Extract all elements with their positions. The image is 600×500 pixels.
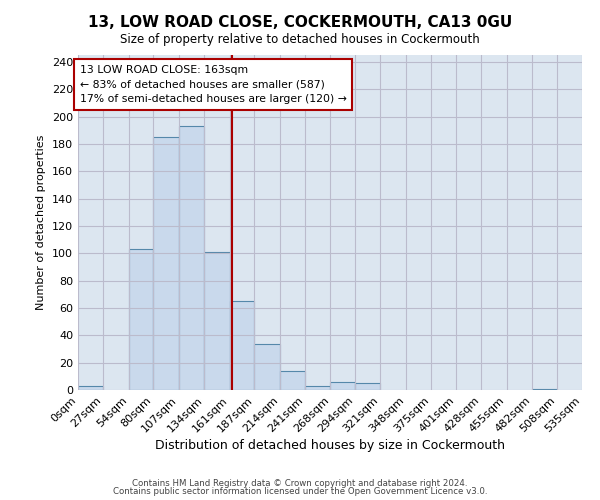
Bar (532, 388, 557, 390)
Text: Size of property relative to detached houses in Cockermouth: Size of property relative to detached ho… (120, 32, 480, 46)
Text: Contains public sector information licensed under the Open Government Licence v3: Contains public sector information licen… (113, 487, 487, 496)
Bar (331, 382, 355, 390)
Text: 13 LOW ROAD CLOSE: 163sqm
← 83% of detached houses are smaller (587)
17% of semi: 13 LOW ROAD CLOSE: 163sqm ← 83% of detac… (80, 64, 347, 104)
Bar (230, 301, 254, 390)
Bar (305, 386, 331, 390)
Bar (204, 252, 230, 390)
X-axis label: Distribution of detached houses by size in Cockermouth: Distribution of detached houses by size … (155, 440, 505, 452)
Y-axis label: Number of detached properties: Number of detached properties (37, 135, 46, 310)
Bar (78, 386, 103, 390)
Bar (129, 249, 154, 390)
Bar (280, 371, 305, 390)
Bar (355, 383, 380, 390)
Bar (179, 126, 204, 390)
Text: Contains HM Land Registry data © Crown copyright and database right 2024.: Contains HM Land Registry data © Crown c… (132, 478, 468, 488)
Bar (154, 137, 179, 390)
Text: 13, LOW ROAD CLOSE, COCKERMOUTH, CA13 0GU: 13, LOW ROAD CLOSE, COCKERMOUTH, CA13 0G… (88, 15, 512, 30)
Bar (254, 344, 280, 390)
